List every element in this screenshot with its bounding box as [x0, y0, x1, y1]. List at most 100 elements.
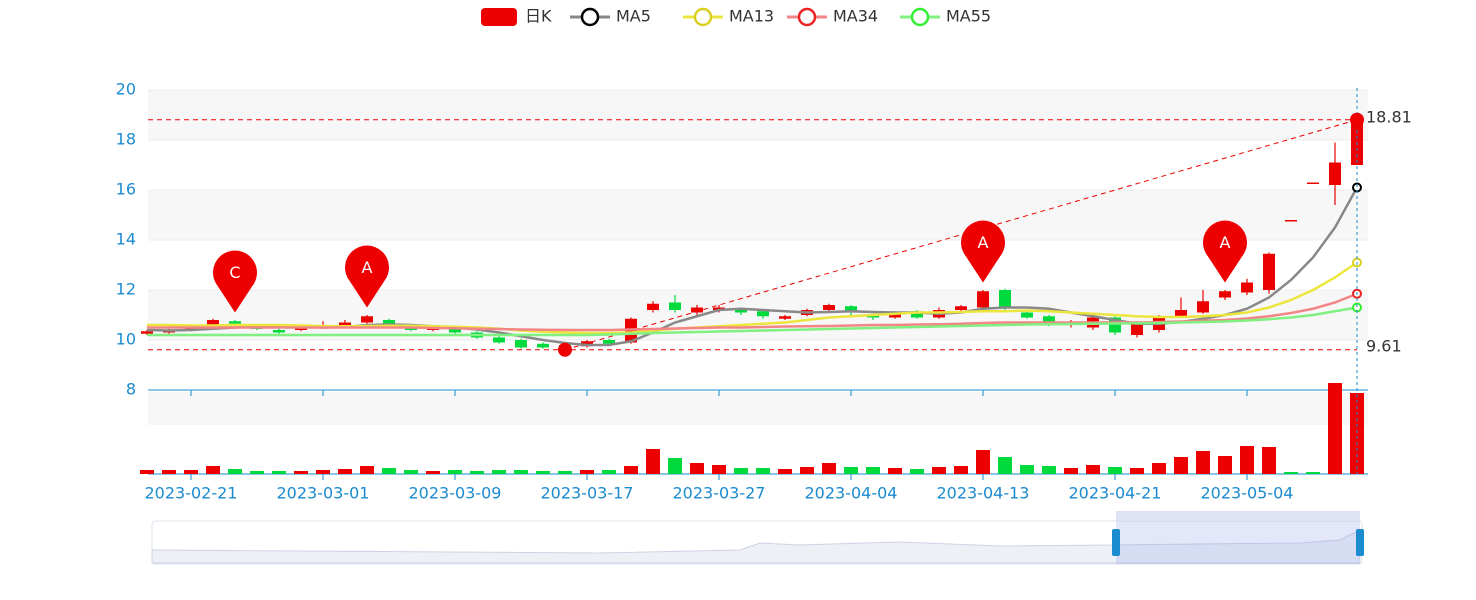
mark-line-label: 18.81 — [1366, 107, 1412, 126]
data-zoom[interactable] — [151, 511, 1364, 565]
volume-bar — [1196, 451, 1210, 474]
candle-body — [1241, 282, 1253, 293]
volume-bar — [668, 458, 682, 474]
y-tick-label: 18 — [116, 130, 136, 149]
y-tick-label: 8 — [126, 380, 136, 399]
candle-body — [1021, 312, 1033, 318]
candle-body — [1307, 182, 1319, 184]
y-tick-label: 16 — [116, 180, 136, 199]
candle-body — [603, 340, 615, 344]
volume-bar — [1020, 465, 1034, 474]
legend-label[interactable]: MA34 — [833, 7, 878, 26]
volume-bar — [140, 470, 154, 474]
legend-label[interactable]: MA13 — [729, 7, 774, 26]
candle-body — [845, 306, 857, 313]
volume-bar — [756, 468, 770, 474]
legend-label[interactable]: 日K — [525, 7, 552, 26]
volume-bar — [382, 468, 396, 474]
y-tick-label: 10 — [116, 330, 136, 349]
marker-pin — [345, 245, 389, 308]
legend-icon[interactable] — [910, 7, 930, 27]
volume-bar — [1262, 447, 1276, 474]
volume-bar — [426, 471, 440, 474]
candle-body — [229, 321, 241, 324]
x-tick-label: 2023-04-13 — [937, 484, 1030, 503]
volume-bar — [822, 463, 836, 474]
candle-body — [537, 343, 549, 348]
candle-body — [361, 316, 373, 323]
x-tick-label: 2023-03-01 — [277, 484, 370, 503]
y-tick-label: 12 — [116, 280, 136, 299]
volume-bar — [844, 467, 858, 474]
legend-icon[interactable] — [481, 8, 517, 26]
x-tick-label: 2023-03-09 — [409, 484, 502, 503]
volume-bar — [316, 470, 330, 474]
volume-bar — [624, 466, 638, 474]
volume-bar — [712, 465, 726, 474]
candle-body — [999, 290, 1011, 308]
candle-body — [1219, 291, 1231, 298]
candle-body — [691, 307, 703, 313]
volume-bar — [1086, 465, 1100, 474]
zoom-window[interactable] — [1116, 521, 1360, 564]
split-area — [148, 240, 1368, 290]
x-tick-label: 2023-03-17 — [541, 484, 634, 503]
volume-bar — [338, 469, 352, 474]
volume-bar — [1284, 472, 1298, 474]
volume-bar — [448, 470, 462, 474]
candle-body — [647, 303, 659, 310]
min-point — [558, 342, 572, 357]
volume-bar — [866, 467, 880, 474]
zoom-handle-right[interactable] — [1356, 529, 1364, 556]
candle-body — [1197, 301, 1209, 313]
marker-pin — [1203, 220, 1247, 283]
ma-line — [147, 306, 1358, 337]
candle-body — [911, 311, 923, 318]
volume-bar — [404, 470, 418, 474]
x-tick-label: 2023-05-04 — [1201, 484, 1294, 503]
candle-body — [757, 311, 769, 317]
zoom-handle-left[interactable] — [1112, 529, 1120, 556]
candle-body — [493, 337, 505, 343]
zoom-handle-bar[interactable] — [1116, 511, 1360, 521]
legend-icon[interactable] — [693, 7, 713, 27]
split-area — [148, 340, 1368, 390]
volume-bar — [228, 469, 242, 474]
candle-body — [779, 316, 791, 319]
max-point — [1350, 112, 1364, 127]
legend: 日K MA5 MA13 MA34 MA55 — [481, 7, 991, 27]
candle-body — [515, 340, 527, 348]
volume-bar — [1350, 393, 1364, 474]
volume-bar — [1042, 466, 1056, 474]
candle-body — [669, 302, 681, 310]
volume-bar — [580, 470, 594, 474]
volume-bar — [954, 466, 968, 474]
y-tick-label: 14 — [116, 230, 136, 249]
x-tick-label: 2023-04-21 — [1069, 484, 1162, 503]
legend-label[interactable]: MA5 — [616, 7, 651, 26]
split-area — [148, 140, 1368, 190]
volume-bar — [690, 463, 704, 474]
candle-body — [273, 330, 285, 333]
candle-body — [141, 331, 153, 334]
volume-bar — [250, 471, 264, 474]
volume-bar — [1174, 457, 1188, 474]
volume-bar — [1064, 468, 1078, 474]
marker-pin — [213, 250, 257, 313]
legend-icon[interactable] — [797, 7, 817, 27]
volume-bar — [1218, 456, 1232, 474]
candle-body — [735, 308, 747, 313]
volume-bar — [162, 470, 176, 474]
volume-bar — [1240, 446, 1254, 474]
mark-line-label: 9.61 — [1366, 336, 1402, 355]
legend-label[interactable]: MA55 — [946, 7, 991, 26]
legend-icon[interactable] — [580, 7, 600, 27]
volume-bar — [778, 469, 792, 474]
volume-bar — [932, 467, 946, 474]
volume-bar — [998, 457, 1012, 474]
marker-label: C — [229, 263, 240, 282]
volume-bar — [360, 466, 374, 474]
candle-body — [1043, 316, 1055, 325]
candle-body — [823, 305, 835, 310]
